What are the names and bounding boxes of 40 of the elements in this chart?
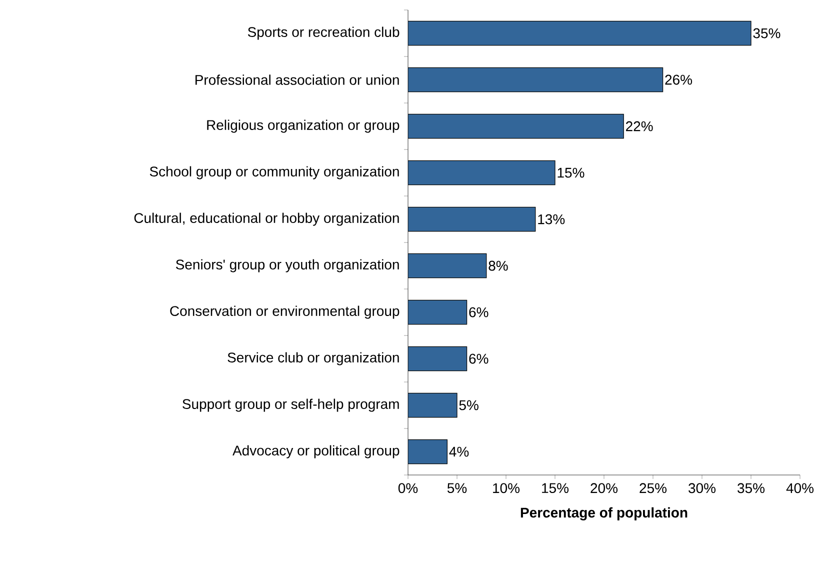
y-tick-label: Religious organization or group: [207, 120, 400, 133]
bar: [408, 253, 487, 278]
y-tick-label: Conservation or environmental group: [170, 306, 400, 319]
y-tick-label: Advocacy or political group: [232, 445, 400, 458]
x-axis-title: Percentage of population: [520, 507, 688, 520]
bar: [408, 67, 664, 92]
data-label: 22%: [626, 121, 653, 132]
bar: [408, 160, 556, 186]
x-tick-label: 5%: [447, 483, 467, 494]
y-tick-label: School group or community organization: [150, 166, 399, 180]
data-label: 6%: [469, 354, 488, 364]
data-label: 35%: [753, 28, 780, 38]
x-tick-label: 10%: [493, 483, 520, 494]
y-tick-label: Cultural, educational or hobby organization: [134, 212, 399, 226]
bar: [408, 114, 624, 139]
data-label: 6%: [469, 307, 488, 318]
bar: [408, 206, 536, 232]
bar: [408, 392, 458, 418]
y-tick-label: Support group or self-help program: [182, 398, 399, 412]
bar: [408, 439, 448, 464]
x-tick-label: 30%: [688, 483, 716, 494]
bar: [408, 300, 468, 325]
data-label: 8%: [488, 260, 508, 271]
x-tick-label: 40%: [786, 483, 814, 494]
y-tick-label: Sports or recreation club: [248, 26, 400, 40]
y-tick-label: Professional association or union: [196, 74, 399, 85]
y-tick-label: Seniors' group or youth organization: [176, 259, 399, 272]
x-tick-label: 35%: [738, 483, 765, 494]
y-tick-label: Service club or organization: [228, 352, 399, 366]
x-tick-label: 15%: [542, 483, 569, 494]
bar: [408, 20, 752, 46]
x-tick-label: 0%: [398, 483, 418, 494]
data-label: 26%: [665, 74, 692, 85]
data-label: 4%: [449, 446, 469, 457]
x-tick-label: 25%: [640, 483, 667, 494]
data-label: 15%: [558, 168, 584, 178]
data-label: 13%: [538, 214, 565, 224]
x-tick-label: 20%: [590, 483, 618, 494]
bar: [408, 346, 468, 372]
data-label: 5%: [459, 400, 478, 410]
